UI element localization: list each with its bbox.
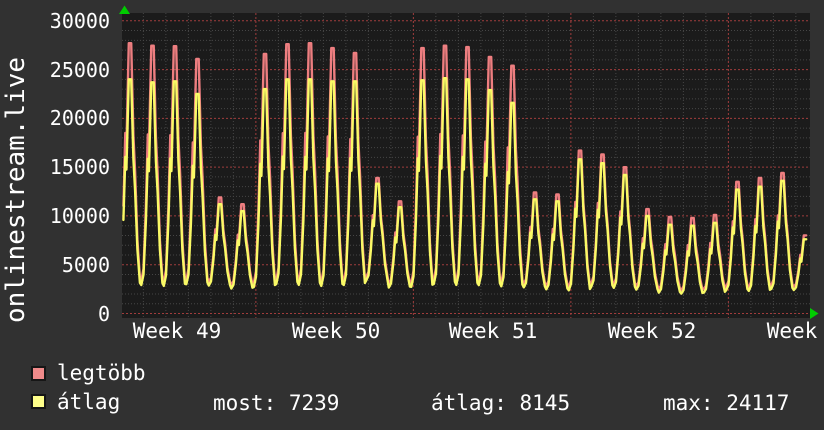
legend-label-legtobb: legtöbb	[57, 361, 146, 385]
y-tick-label-5000: 5000	[61, 252, 110, 277]
legend-swatch-atlag	[31, 394, 46, 409]
stat-max-value: 24117	[726, 391, 790, 415]
stat-max-label: max:	[663, 391, 714, 415]
x-tick-label-1: Week 50	[291, 319, 381, 343]
stat-most: most: 7239	[213, 392, 339, 414]
stat-atlag-value: 8145	[519, 391, 571, 415]
y-tick-label-25000: 25000	[49, 57, 110, 82]
legend-label-atlag: átlag	[57, 390, 121, 414]
stat-atlag-label: átlag:	[431, 391, 507, 415]
y-tick-label-0: 0	[97, 301, 110, 326]
stat-most-value: 7239	[288, 391, 340, 415]
y-tick-label-30000: 30000	[49, 8, 110, 33]
stat-most-label: most:	[213, 391, 277, 415]
y-axis-arrow-icon	[119, 5, 130, 14]
stat-atlag: átlag: 8145	[431, 392, 570, 414]
y-axis-title: onlinestream.live	[1, 56, 31, 324]
y-tick-label-20000: 20000	[49, 106, 110, 131]
y-tick-label-10000: 10000	[49, 203, 110, 228]
x-tick-label-0: Week 49	[132, 319, 222, 343]
x-tick-label-4: Week	[766, 319, 818, 343]
stat-max: max: 24117	[663, 392, 789, 414]
series-line-atlag	[122, 76, 808, 295]
y-tick-label-15000: 15000	[49, 155, 110, 180]
x-tick-label-2: Week 51	[448, 319, 538, 343]
x-axis-arrow-icon	[810, 308, 819, 319]
x-tick-label-3: Week 52	[607, 319, 697, 343]
legend-swatch-legtobb	[31, 366, 46, 381]
